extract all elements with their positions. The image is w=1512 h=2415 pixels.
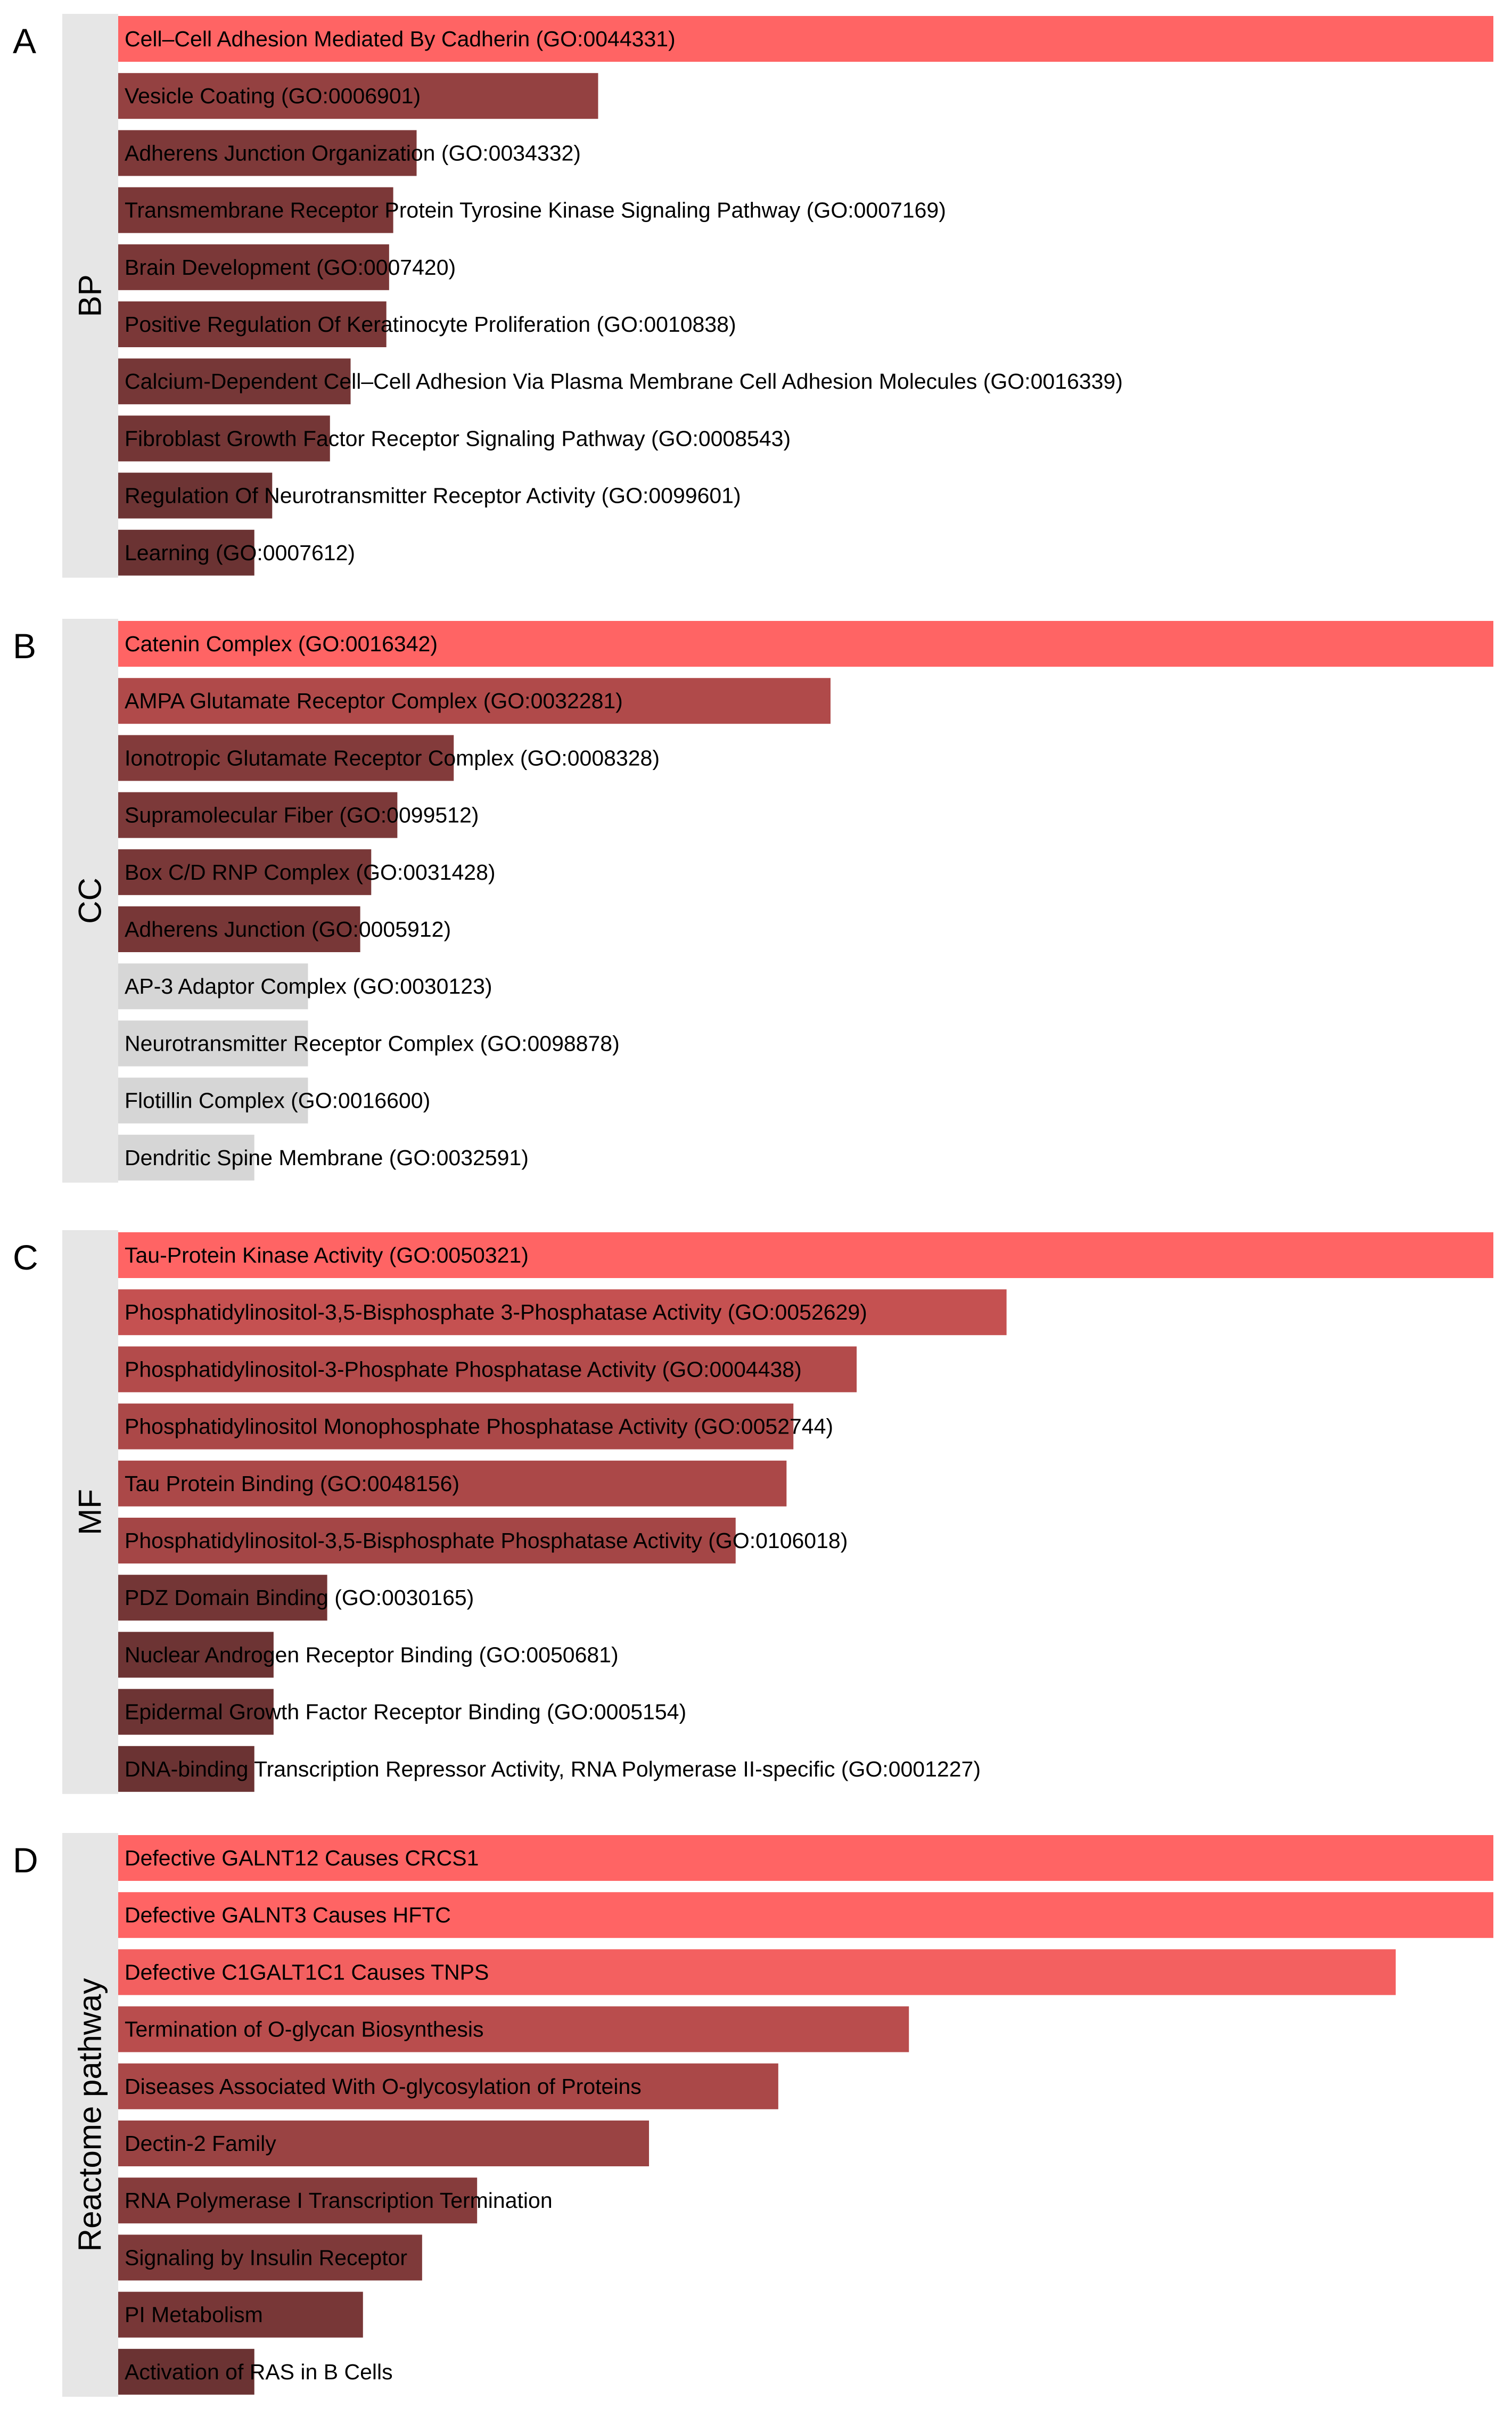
- bar-label: Adherens Junction (GO:0005912): [125, 917, 451, 942]
- bar: [118, 1020, 308, 1067]
- bar: [118, 2121, 650, 2166]
- bar: [118, 735, 454, 781]
- panel-letter: A: [13, 21, 36, 61]
- bar-label: Phosphatidylinositol-3,5-Bisphosphate 3-…: [125, 1300, 867, 1324]
- bar: [118, 678, 831, 724]
- bar-label: Adherens Junction Organization (GO:00343…: [125, 141, 581, 165]
- bar-label: Positive Regulation Of Keratinocyte Prol…: [125, 312, 736, 337]
- bar: [118, 1346, 857, 1393]
- bar-label: PDZ Domain Binding (GO:0030165): [125, 1585, 474, 1610]
- bar: [118, 130, 417, 176]
- bar-label: Neurotransmitter Receptor Complex (GO:00…: [125, 1031, 620, 1055]
- bar-label: Fibroblast Growth Factor Receptor Signal…: [125, 426, 791, 451]
- bar: [118, 1077, 308, 1124]
- bar: [118, 1232, 1493, 1278]
- bar: [118, 415, 330, 462]
- bar: [118, 73, 598, 119]
- bar-label: Cell–Cell Adhesion Mediated By Cadherin …: [125, 27, 676, 51]
- bar: [118, 1689, 274, 1735]
- bar-label: Transmembrane Receptor Protein Tyrosine …: [125, 198, 946, 223]
- bar-label: PI Metabolism: [125, 2303, 263, 2327]
- bar-label: Defective C1GALT1C1 Causes TNPS: [125, 1960, 489, 1984]
- facet-strip-label: BP: [72, 274, 108, 317]
- bar-label: Box C/D RNP Complex (GO:0031428): [125, 860, 496, 885]
- bar-label: Defective GALNT3 Causes HFTC: [125, 1903, 451, 1927]
- panel-letter: C: [13, 1238, 38, 1277]
- bar: [118, 621, 1493, 667]
- facet-strip: [62, 1230, 118, 1794]
- facet-strip: [62, 619, 118, 1183]
- bar-label: Learning (GO:0007612): [125, 541, 355, 565]
- bar-label: Epidermal Growth Factor Receptor Binding…: [125, 1700, 686, 1724]
- bar-label: AMPA Glutamate Receptor Complex (GO:0032…: [125, 689, 623, 713]
- bar-label: RNA Polymerase I Transcription Terminati…: [125, 2188, 553, 2213]
- bar-label: Signaling by Insulin Receptor: [125, 2245, 407, 2270]
- facet-strip: [62, 14, 118, 578]
- bar-label: Catenin Complex (GO:0016342): [125, 632, 438, 656]
- bar-label: Dectin-2 Family: [125, 2131, 276, 2156]
- facet-strip-label: MF: [72, 1489, 108, 1535]
- panel-b: B CC Catenin Complex (GO:0016342) AMPA Glut…: [13, 619, 1493, 1183]
- bar-label: DNA-binding Transcription Repressor Acti…: [125, 1757, 981, 1781]
- bar: [118, 2348, 254, 2395]
- bar-label: Ionotropic Glutamate Receptor Complex (G…: [125, 746, 660, 770]
- bar: [118, 1892, 1493, 1938]
- bar-label: Activation of RAS in B Cells: [125, 2360, 393, 2384]
- bar: [118, 1289, 1007, 1336]
- bar-label: Flotillin Complex (GO:0016600): [125, 1088, 430, 1113]
- bar-label: Defective GALNT12 Causes CRCS1: [125, 1846, 479, 1870]
- bar: [118, 963, 308, 1010]
- bar-label: Calcium-Dependent Cell–Cell Adhesion Via…: [125, 369, 1123, 394]
- bar: [118, 792, 398, 838]
- bar-label: Regulation Of Neurotransmitter Receptor …: [125, 484, 741, 508]
- bar: [118, 472, 273, 519]
- bar: [118, 1949, 1396, 1995]
- bar: [118, 358, 351, 405]
- bar: [118, 1835, 1493, 1881]
- bar: [118, 529, 254, 576]
- facet-strip: [62, 1833, 118, 2397]
- bar-label: Brain Development (GO:0007420): [125, 255, 456, 280]
- bar: [118, 2063, 778, 2109]
- bar-label: Phosphatidylinositol Monophosphate Phosp…: [125, 1414, 833, 1439]
- panel-a: A BP Cell–Cell Adhesion Mediated By Cadher…: [13, 14, 1493, 578]
- panel-d: D Reactome pathway Defective GALNT12 Cause…: [13, 1833, 1493, 2397]
- bar: [118, 849, 372, 895]
- bar: [118, 1134, 254, 1181]
- bar-label: AP-3 Adaptor Complex (GO:0030123): [125, 974, 492, 998]
- bar: [118, 1746, 254, 1792]
- bar: [118, 16, 1493, 62]
- panel-c: C MF Tau-Protein Kinase Activity (GO:00503…: [13, 1230, 1493, 1794]
- bar-label: Vesicle Coating (GO:0006901): [125, 84, 421, 108]
- facet-strip-label: CC: [72, 878, 108, 924]
- bar-label: Dendritic Spine Membrane (GO:0032591): [125, 1145, 529, 1170]
- bar: [118, 2006, 909, 2052]
- bar-label: Tau Protein Binding (GO:0048156): [125, 1471, 459, 1496]
- bar: [118, 2291, 363, 2338]
- bar: [118, 1575, 327, 1621]
- bar-label: Supramolecular Fiber (GO:0099512): [125, 803, 479, 828]
- panel-letter: D: [13, 1840, 38, 1880]
- panel-letter: B: [13, 626, 36, 666]
- bar-label: Phosphatidylinositol-3,5-Bisphosphate Ph…: [125, 1528, 848, 1553]
- bar: [118, 301, 387, 347]
- bar: [118, 244, 389, 290]
- bar-label: Tau-Protein Kinase Activity (GO:0050321): [125, 1243, 529, 1267]
- bar: [118, 2234, 422, 2281]
- bar: [118, 1632, 274, 1678]
- bar: [118, 187, 393, 233]
- bar: [118, 906, 360, 952]
- bar-label: Nuclear Androgen Receptor Binding (GO:00…: [125, 1642, 619, 1667]
- bar-label: Phosphatidylinositol-3-Phosphate Phospha…: [125, 1357, 802, 1381]
- bar: [118, 1460, 787, 1507]
- facet-strip-label: Reactome pathway: [72, 1978, 108, 2252]
- bar: [118, 1403, 794, 1450]
- bar: [118, 1518, 736, 1563]
- bar-label: Termination of O-glycan Biosynthesis: [125, 2017, 484, 2042]
- bar-label: Diseases Associated With O-glycosylation…: [125, 2074, 642, 2099]
- bar: [118, 2177, 478, 2224]
